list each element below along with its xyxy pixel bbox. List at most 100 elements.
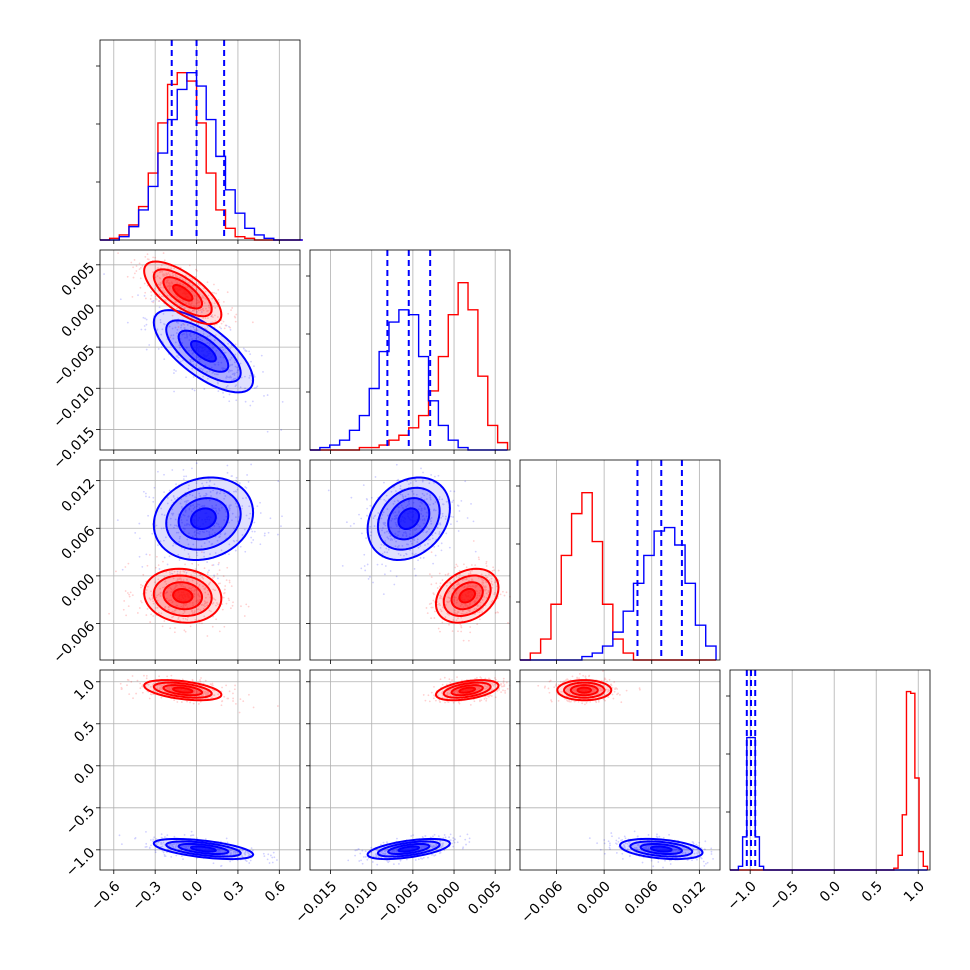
scatter-point [166,273,169,276]
scatter-point [434,854,437,856]
x-tick-label: 0.005 [465,878,505,918]
scatter-point [121,568,124,571]
scatter-point [185,501,188,503]
scatter-point [202,309,205,312]
scatter-point [174,275,177,277]
panel-grid [520,670,720,870]
scatter-point [347,859,350,862]
scatter-point [248,505,251,508]
scatter-point [229,347,232,350]
scatter-point [441,683,444,686]
scatter-point [191,338,194,340]
scatter-point [414,859,417,861]
scatter-point [380,843,382,846]
scatter-point [669,863,672,865]
scatter-point [223,695,226,698]
scatter-point [173,369,176,371]
scatter-point [160,264,163,267]
scatter-point [236,371,238,374]
scatter-point [410,835,413,837]
scatter-point [184,307,186,309]
scatter-point [240,605,242,608]
scatter-point [160,333,163,336]
scatter-point [195,288,198,291]
scatter-point [453,490,456,493]
scatter-point [217,563,220,566]
scatter-point [185,346,188,349]
scatter-point [428,700,431,703]
scatter-point [236,366,239,369]
scatter-point [229,504,232,507]
scatter-point [432,697,435,700]
scatter-point [246,474,249,476]
scatter-point [272,851,275,854]
scatter-point [209,480,211,483]
histogram-step [520,526,717,661]
scatter-point [202,307,204,310]
scatter-point [473,700,476,703]
scatter-point [157,283,160,286]
scatter-point [371,861,374,863]
scatter-point [163,323,165,325]
scatter-point [474,564,477,567]
scatter-point [119,298,122,301]
scatter-point [131,296,134,298]
scatter-point [238,711,241,714]
scatter-point [148,697,151,700]
scatter-point [183,323,186,326]
scatter-point [184,336,186,339]
scatter-point [615,852,618,854]
scatter-point [245,350,248,353]
y-tick-label: −1.0 [63,845,98,880]
scatter-point [169,523,172,526]
scatter-point [200,311,203,313]
scatter-point [231,604,234,607]
scatter-point [633,830,636,833]
y-tick-label: −0.010 [50,383,98,431]
scatter-point [251,849,254,852]
scatter-point [223,588,226,591]
panel-0-0 [96,39,303,244]
scatter-point [381,563,383,566]
panel-2-1 [306,459,511,664]
scatter-point [621,857,624,860]
scatter-point [233,315,236,318]
scatter-point [458,510,461,512]
scatter-point [389,570,392,572]
scatter-point [608,842,611,845]
scatter-point [203,302,206,304]
scatter-point [244,486,247,488]
scatter-point [123,600,126,602]
scatter-point [138,262,141,265]
scatter-point [146,608,149,610]
scatter-point [432,599,435,602]
scatter-point [189,359,192,361]
scatter-point [621,852,624,855]
scatter-point [656,833,658,836]
scatter-point [180,519,183,521]
scatter-point [209,553,211,556]
scatter-point [451,842,453,845]
scatter-point [164,836,166,838]
scatter-point [195,328,198,331]
scatter-point [154,566,157,569]
scatter-point [664,859,666,862]
scatter-point [144,291,147,294]
scatter-point [228,325,230,328]
scatter-point [245,349,248,352]
scatter-point [157,348,160,350]
x-tick-label: 0.0 [179,878,206,905]
scatter-point [176,307,178,310]
scatter-point [609,848,611,851]
scatter-point [704,848,706,851]
scatter-point [200,677,202,679]
scatter-point [209,683,212,686]
scatter-point [705,862,707,865]
scatter-point [465,566,468,569]
scatter-point [239,545,242,548]
scatter-point [280,525,282,528]
scatter-point [222,391,224,394]
scatter-point [656,836,659,839]
scatter-point [548,691,551,694]
scatter-point [437,474,440,477]
